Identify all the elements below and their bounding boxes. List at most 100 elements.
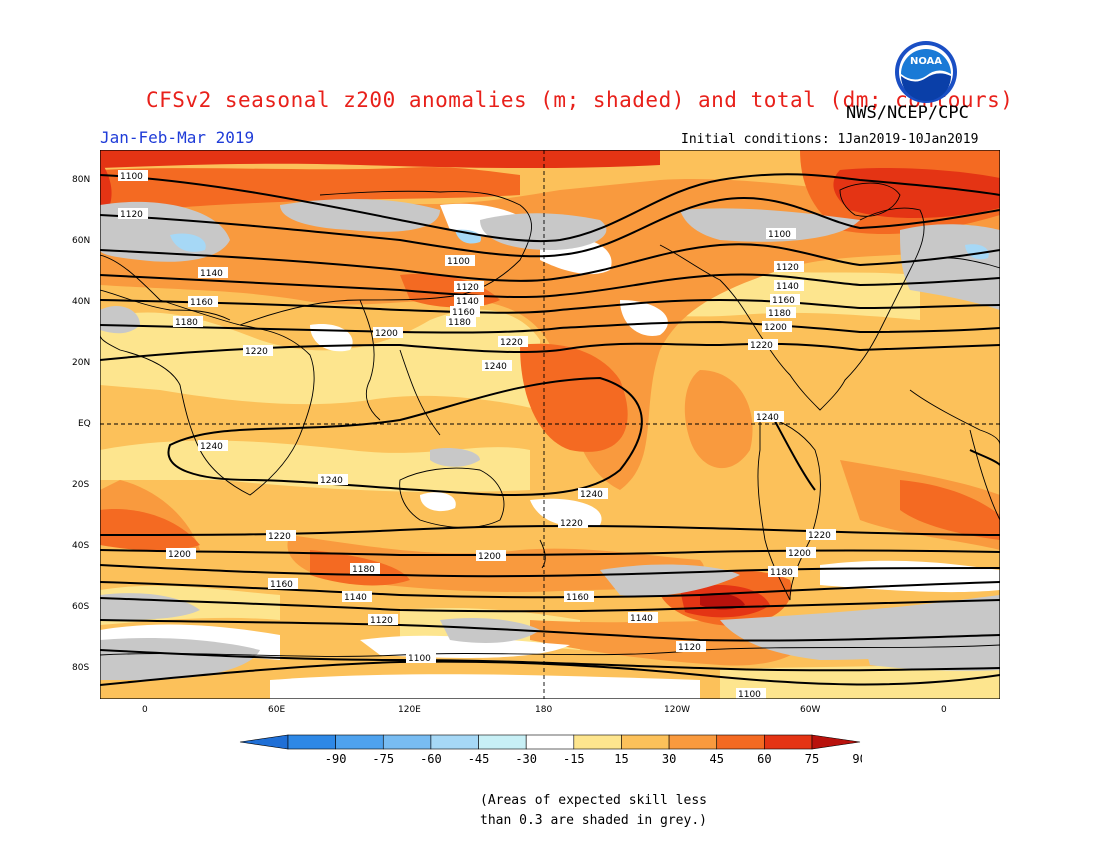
colorbar-cell	[764, 734, 813, 750]
svg-text:1240: 1240	[484, 362, 507, 372]
svg-text:1220: 1220	[245, 347, 268, 357]
contour-labels: 1100 1120 1140 1160 1180 1200 1220 1220 …	[118, 170, 836, 699]
svg-text:1100: 1100	[408, 654, 431, 664]
svg-text:1120: 1120	[456, 283, 479, 293]
contour-label: 1200	[373, 327, 403, 339]
lat-label: 40N	[72, 297, 91, 307]
svg-text:1100: 1100	[768, 230, 791, 240]
lon-label: 180	[535, 705, 553, 715]
contour-label: 1140	[342, 591, 372, 603]
initial-conditions-label: Initial conditions: 1Jan2019-10Jan2019	[681, 132, 979, 147]
lat-label: EQ	[78, 419, 91, 429]
svg-text:1200: 1200	[788, 549, 811, 559]
contour-label: 1200	[762, 321, 792, 333]
contour-label: 1220	[558, 517, 588, 529]
contour-label: 1140	[454, 295, 484, 307]
colorbar-cell	[668, 734, 718, 750]
contour-label: 1100	[118, 170, 148, 182]
contour-label: 1100	[445, 255, 475, 267]
contour-label: 1120	[118, 208, 148, 220]
colorbar-cell	[716, 734, 765, 750]
svg-text:1120: 1120	[678, 643, 701, 653]
colorbar-label: 75	[805, 752, 819, 766]
contour-label: 1220	[806, 529, 836, 541]
colorbar-cell	[382, 734, 432, 750]
svg-text:1220: 1220	[500, 338, 523, 348]
svg-text:1240: 1240	[320, 476, 343, 486]
colorbar-label: 45	[710, 752, 724, 766]
coastlines	[100, 182, 1000, 657]
svg-text:1200: 1200	[764, 323, 787, 333]
colorbar-label: 15	[614, 752, 628, 766]
note-line-2: than 0.3 are shaded in grey.)	[480, 813, 707, 828]
skill-note: (Areas of expected skill less than 0.3 a…	[480, 791, 707, 831]
noaa-logo: NOAA	[895, 41, 957, 103]
contour-label: 1120	[774, 261, 804, 273]
contour-label: 1200	[476, 550, 506, 562]
colorbar-label: -90	[325, 752, 347, 766]
contour-label: 1100	[766, 228, 796, 240]
colorbar-cell	[525, 734, 575, 750]
contour-label: 1220	[748, 339, 778, 351]
svg-text:1200: 1200	[478, 552, 501, 562]
lat-label: 20N	[72, 358, 91, 368]
colorbar-label: -45	[468, 752, 490, 766]
colorbar-label: -15	[563, 752, 585, 766]
lon-label: 120W	[664, 705, 691, 715]
height-contours	[100, 173, 1000, 686]
contour-label: 1180	[350, 563, 380, 575]
contour-label: 1240	[318, 474, 348, 486]
contour-label: 1240	[482, 360, 512, 372]
colorbar-arrow-left	[239, 734, 289, 750]
chart-title: CFSv2 seasonal z200 anomalies (m; shaded…	[146, 88, 1014, 112]
contour-label: 1220	[498, 336, 528, 348]
contour-label: 1120	[368, 614, 398, 626]
colorbar-labels: -90 -75 -60 -45 -30 -15 15 30 45 60 75 90	[325, 752, 862, 766]
anomaly-map: 1100 1120 1140 1160 1180 1200 1220 1220 …	[100, 150, 1000, 699]
contour-label: 1240	[198, 440, 228, 452]
svg-text:1220: 1220	[750, 341, 773, 351]
lon-label: 60W	[800, 705, 821, 715]
lon-label: 60E	[268, 705, 286, 715]
svg-text:1200: 1200	[375, 329, 398, 339]
colorbar-cell	[335, 734, 384, 750]
colorbar-arrow-right	[811, 734, 861, 750]
contour-label: 1180	[768, 566, 798, 578]
svg-text:1160: 1160	[772, 296, 795, 306]
svg-text:1220: 1220	[268, 532, 291, 542]
svg-text:1140: 1140	[344, 593, 367, 603]
svg-text:1160: 1160	[270, 580, 293, 590]
contour-label: 1140	[774, 280, 804, 292]
contour-label: 1160	[450, 306, 480, 318]
anomaly-max-zone	[700, 593, 745, 610]
negative-anomaly-patches	[170, 229, 989, 260]
svg-text:1100: 1100	[447, 257, 470, 267]
svg-text:1220: 1220	[560, 519, 583, 529]
contour-label: 1160	[188, 296, 218, 308]
colorbar-cell	[478, 734, 527, 750]
contour-label: 1200	[786, 547, 816, 559]
svg-text:1120: 1120	[370, 616, 393, 626]
lon-label: 120E	[398, 705, 421, 715]
colorbar-cell	[430, 734, 479, 750]
contour-label: 1180	[766, 307, 796, 319]
contour-label: 1160	[268, 578, 298, 590]
svg-text:1180: 1180	[352, 565, 375, 575]
contour-label: 1160	[564, 591, 594, 603]
svg-text:1180: 1180	[768, 309, 791, 319]
svg-text:1180: 1180	[448, 318, 471, 328]
lat-label: 80S	[72, 663, 90, 673]
svg-text:1100: 1100	[120, 172, 143, 182]
svg-text:1240: 1240	[580, 490, 603, 500]
colorbar-label: -75	[372, 752, 394, 766]
contour-label: 1220	[243, 345, 273, 357]
contour-label: 1120	[454, 281, 484, 293]
period-label: Jan-Feb-Mar 2019	[100, 128, 255, 147]
contour-label: 1100	[736, 688, 766, 699]
contour-label: 1200	[166, 548, 196, 560]
colorbar-cell	[621, 734, 670, 750]
logo-text: NOAA	[910, 56, 942, 67]
colorbar-label: 30	[662, 752, 676, 766]
colorbar: -90 -75 -60 -45 -30 -15 15 30 45 60 75 90	[239, 734, 862, 766]
lon-label: 0	[941, 705, 947, 715]
